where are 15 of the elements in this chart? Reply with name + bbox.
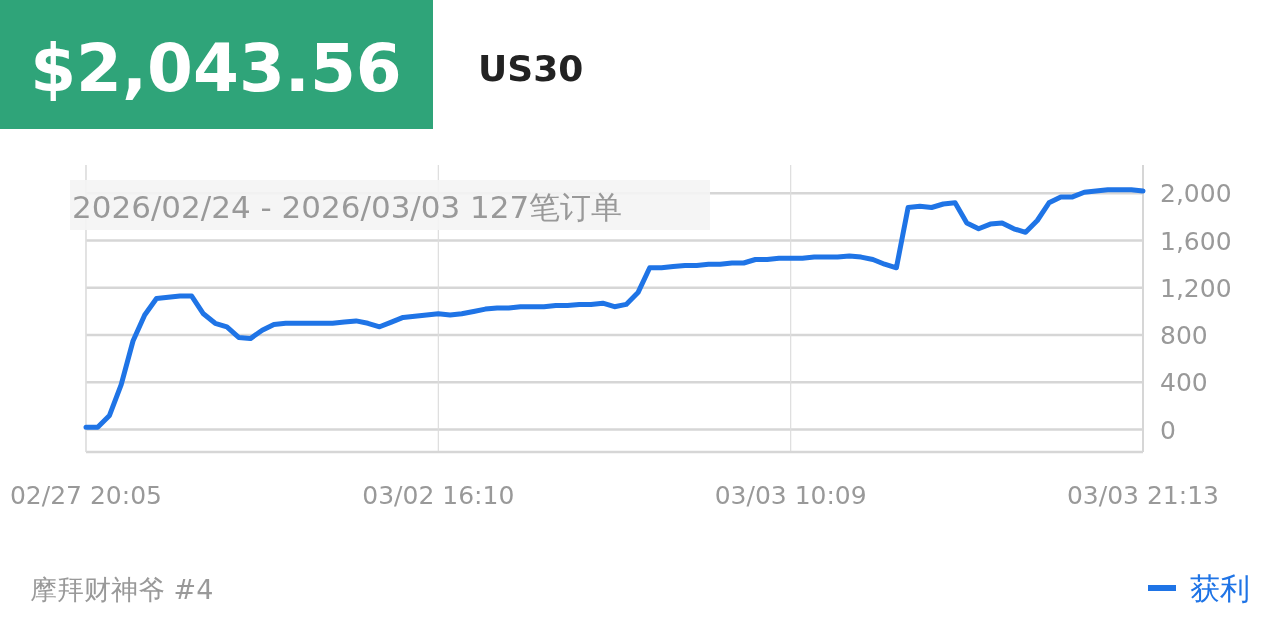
chart-title: $2,043.56 [30, 30, 402, 107]
y-tick-label: 1,200 [1160, 273, 1232, 303]
y-tick-label: 1,600 [1160, 226, 1232, 256]
x-tick-label: 03/03 21:13 [1066, 481, 1220, 510]
x-tick-label: 02/27 20:05 [9, 481, 163, 510]
legend-label: 获利 [1190, 571, 1250, 606]
y-tick-label: 0 [1160, 415, 1176, 445]
x-tick-label: 03/03 10:09 [714, 481, 867, 510]
y-tick-label: 800 [1160, 321, 1208, 351]
x-tick-label: 03/02 16:10 [362, 481, 515, 510]
y-tick-label: 400 [1160, 368, 1208, 398]
y-tick-label: 2,000 [1160, 179, 1232, 209]
text: 摩拜财神爷 #4 [30, 574, 214, 605]
chart-subtitle: US30 [478, 48, 584, 89]
annotation: 2026/02/24 - 2026/03/03 127笔订单 [72, 189, 623, 225]
